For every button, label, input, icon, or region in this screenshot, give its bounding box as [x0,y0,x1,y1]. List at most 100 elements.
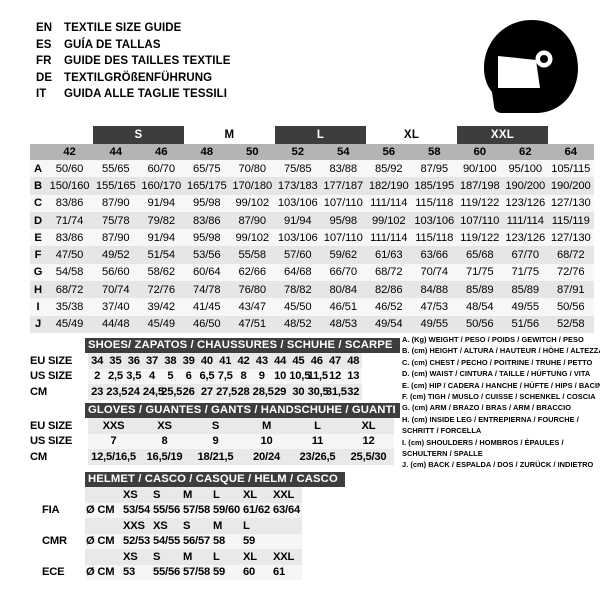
table-cell: M [241,418,292,434]
table-cell: 99/102 [366,211,412,230]
table-cell: 50/60 [46,160,93,178]
table-cell: 20/24 [241,449,292,465]
table-cell: 119/122 [457,229,503,247]
table-cell: 24 [124,384,143,400]
table-cell: 190/200 [502,177,548,195]
table-cell: 54/58 [46,263,93,282]
table-cell: 53/54 [122,502,152,518]
table-cell: 53 [122,564,152,580]
table-cell: 70/74 [411,263,457,282]
helmet-size-row-spacer [42,549,85,565]
table-cell: 34 [88,353,107,369]
letter-size-l: L [275,126,366,144]
table-cell: 29 [270,384,290,400]
table-cell: 37 [142,353,162,369]
table-cell: 155/165 [93,177,139,195]
table-row: J 45/49 44/48 45/49 46/50 47/51 48/52 48/53 49/5… [30,315,594,333]
language-code: IT [36,88,47,100]
table-cell: 72/76 [138,281,184,299]
table-cell: 53/56 [184,246,230,264]
numeric-size-60: 60 [457,144,503,160]
gloves-row-label: US SIZE [30,433,88,449]
table-cell: 45/49 [46,315,93,333]
table-cell: 35/38 [46,298,93,316]
helmet-size-label: XXL [272,549,302,565]
table-cell: 59 [212,564,242,580]
table-cell: 85/92 [366,160,412,178]
table-cell: 75/78 [93,211,139,230]
table-cell: 49/55 [502,298,548,316]
table-cell: 39 [179,353,198,369]
helmet-size-label: XL [242,549,272,565]
table-cell: 119/122 [457,194,503,212]
helmet-standard-cmr: CMR [42,533,85,549]
table-cell: 47/50 [46,246,93,264]
table-cell: 55/56 [152,564,182,580]
helmet-unit: Ø CM [85,533,122,549]
table-row: EU SIZE XXS XS S M L XL [30,418,394,434]
table-cell: 23,5 [106,384,128,400]
numeric-size-46: 46 [138,144,184,160]
table-cell: 111/114 [502,211,548,230]
language-row: FR GUIDE DES TAILLES TEXTILE [36,55,336,72]
table-cell: 60/70 [138,160,184,178]
letter-size-bar: S M L XL XXL [30,126,570,144]
table-cell: 52/53 [122,533,152,549]
table-cell: 87/91 [548,281,594,299]
table-cell: 2 [88,368,107,384]
row-label-b: B [30,177,46,195]
table-cell: 87/95 [411,160,457,178]
table-cell: S [190,418,241,434]
language-code: ES [36,38,52,51]
table-cell: 59/62 [320,246,366,264]
table-cell: 9 [190,433,241,449]
table-cell: 46 [307,353,326,369]
legend-line: B. (cm) HEIGHT / ALTURA / HAUTEUR / HÖHE… [402,346,600,356]
table-cell: 150/160 [46,177,93,195]
table-cell: 75/85 [275,160,321,178]
language-row: DE TEXTILGRÖßENFÜHRUNG [36,72,336,89]
table-cell: 87/90 [229,211,275,230]
helmet-size-label [272,518,302,534]
table-cell: 68/72 [366,263,412,282]
language-row: IT GUIDA ALLE TAGLIE TESSILI [36,88,336,105]
table-cell: 41 [216,353,235,369]
table-cell: 10,5 [289,368,311,384]
table-cell: 49/54 [366,315,412,333]
helmet-size-label: S [182,518,212,534]
table-cell: 67/70 [502,246,548,264]
numeric-size-50: 50 [229,144,275,160]
table-row: D 71/74 75/78 79/82 83/86 87/90 91/94 95/98 99/1… [30,211,594,230]
table-cell: 160/170 [138,177,184,195]
table-cell: 187/198 [457,177,503,195]
table-cell: 95/98 [320,211,366,230]
table-row: CM 23 23,5 24 24,5 25,5 26 27 27,5 28 28,5 29 30 30,5… [30,384,363,400]
table-cell: 72/76 [548,263,594,282]
legend-line: G. (cm) ARM / BRAZO / BRAS / ARM / BRACC… [402,403,572,413]
row-label-c: C [30,194,46,212]
table-cell: 6,5 [197,368,217,384]
shoes-section: SHOES/ ZAPATOS / CHAUSSURES / SCHUHE / S… [30,338,400,400]
table-cell: 84/88 [411,281,457,299]
table-cell: 71/74 [46,211,93,230]
table-cell: 36 [124,353,143,369]
legend-line: SCHRITT / FORCELLA [402,426,482,436]
table-cell: 43/47 [229,298,275,316]
table-row: US SIZE 2 2,5 3,5 4 5 6 6,5 7,5 8 9 10 10,5 11,5 12 13 [30,368,363,384]
helmet-size-row: XS S M L XL XXL [42,549,302,565]
language-title: TEXTILE SIZE GUIDE [64,22,182,34]
table-cell: 57/58 [182,502,212,518]
measurement-grid: 42 44 46 48 50 52 54 56 58 60 62 64 A 50/60 55/65 60/70… [30,144,594,333]
table-cell: 7,5 [216,368,235,384]
table-cell: 99/102 [229,194,275,212]
table-cell: 78/82 [275,281,321,299]
table-cell: 13 [344,368,363,384]
table-cell: 2,5 [106,368,125,384]
helmet-size-label: M [182,549,212,565]
language-code: FR [36,55,52,67]
table-cell: 9 [252,368,271,384]
table-cell: 65/68 [457,246,503,264]
racing-helmet-icon [474,16,586,120]
helmet-size-label: XS [122,549,152,565]
table-cell: 11 [292,433,343,449]
